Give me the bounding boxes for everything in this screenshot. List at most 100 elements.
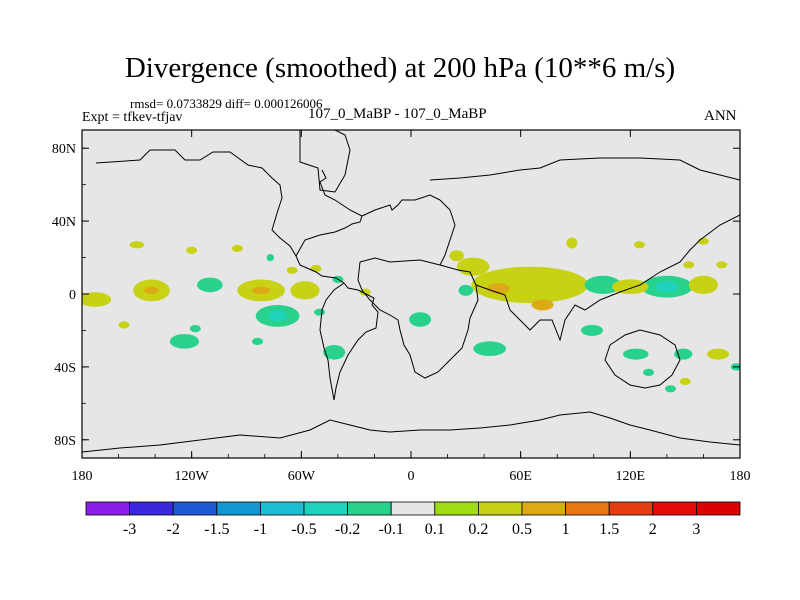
chart-title: Divergence (smoothed) at 200 hPa (10**6 … — [124, 52, 676, 84]
contour-patch — [323, 345, 346, 360]
coastline-europe — [361, 194, 441, 217]
x-tick-label: 180 — [72, 469, 93, 484]
contour-patch — [581, 324, 603, 336]
contour-patch — [449, 250, 465, 262]
contour-patch — [707, 348, 730, 360]
colorbar-swatch — [521, 501, 566, 516]
y-tick-label: 40N — [52, 215, 76, 230]
contour-patch — [266, 254, 274, 262]
contour-patch — [186, 246, 198, 254]
contour-patch — [252, 337, 263, 345]
contour-patch — [286, 266, 298, 274]
axes-layer: 180 120W 60W 0 60E 120E 180 80N 40N 0 40S 80S — [52, 130, 751, 484]
contour-patch — [169, 334, 199, 349]
contour-patch — [634, 241, 645, 249]
contour-patch — [231, 244, 243, 252]
coastline-middle-east — [439, 199, 456, 266]
contour-patch — [665, 385, 676, 393]
coastline-greenland — [299, 130, 351, 193]
colorbar-label: -0.1 — [379, 521, 404, 538]
contour-patch — [314, 308, 326, 316]
experiment-label: Expt = tfkev-tfjav — [82, 110, 183, 125]
x-tick-label: 180 — [730, 469, 751, 484]
coastline-asia-south — [475, 214, 740, 342]
coastline-layer — [82, 130, 740, 453]
y-tick-label: 0 — [69, 288, 76, 303]
contour-patch — [129, 241, 145, 249]
x-tick-label: 120W — [175, 469, 210, 484]
colorbar-label: -1.5 — [204, 521, 229, 538]
colorbar-label: 0.5 — [512, 521, 532, 538]
x-tick-label: 60W — [288, 469, 316, 484]
colorbar-swatch — [259, 501, 305, 516]
contour-patch — [487, 283, 510, 294]
contour-patch — [688, 275, 719, 294]
contour-patch — [612, 279, 649, 295]
colorbar: -3 -2 -1.5 -1 -0.5 -0.2 -0.1 0.1 0.2 0.5 1 1.5 2 3 — [85, 501, 741, 538]
contour-patch — [268, 310, 287, 322]
colorbar-swatch — [608, 501, 654, 516]
contour-patch — [623, 348, 649, 360]
season-label: ANN — [704, 108, 737, 124]
colorbar-label: -3 — [123, 521, 136, 538]
coastline-antarctica — [82, 411, 740, 453]
plot-background — [82, 130, 740, 458]
contour-patch — [643, 368, 655, 376]
contour-patch — [531, 299, 554, 311]
contour-patch — [716, 261, 728, 269]
contour-fill-layer — [82, 237, 740, 393]
contour-patch — [118, 321, 130, 329]
y-tick-label: 80N — [52, 142, 76, 157]
y-tick-label: 80S — [54, 434, 76, 449]
colorbar-label: -2 — [167, 521, 180, 538]
colorbar-swatch — [216, 501, 261, 516]
contour-patch — [409, 312, 432, 327]
coastline-north-america — [95, 149, 345, 284]
x-tick-label: 0 — [408, 469, 415, 484]
contour-patch — [473, 341, 506, 357]
colorbar-label: 1.5 — [599, 521, 619, 538]
contour-patch — [252, 286, 271, 294]
coastline-australia — [604, 329, 681, 389]
contour-patch — [679, 377, 691, 386]
colorbar-swatch — [434, 501, 479, 516]
contour-patch — [655, 281, 678, 293]
coastline-africa — [357, 257, 479, 379]
colorbar-swatch — [390, 501, 436, 516]
contour-patch — [189, 325, 201, 333]
contour-patch — [584, 275, 622, 294]
colorbar-swatch — [347, 501, 392, 516]
colorbar-label: 1 — [562, 521, 570, 538]
contour-patch — [471, 266, 589, 304]
contour-patch — [456, 257, 490, 276]
colorbar-swatch — [172, 501, 218, 516]
coastline-north-america-east — [295, 169, 363, 257]
colorbar-swatch — [477, 501, 523, 516]
contour-patch — [566, 237, 578, 249]
rmsd-diff-stats: rmsd= 0.0733829 diff= 0.000126006 — [130, 96, 323, 111]
case-names: 107_0_MaBP - 107_0_MaBP — [308, 106, 487, 122]
colorbar-swatch — [85, 501, 130, 516]
x-tick-label: 120E — [616, 469, 646, 484]
contour-patch — [197, 277, 223, 293]
colorbar-label: 3 — [692, 521, 700, 538]
colorbar-swatch — [652, 501, 697, 516]
colorbar-label: -0.5 — [291, 521, 316, 538]
colorbar-label: 0.2 — [468, 521, 488, 538]
contour-patch — [458, 284, 474, 296]
colorbar-label: 0.1 — [425, 521, 445, 538]
contour-patch — [82, 292, 112, 307]
contour-patch — [144, 286, 159, 294]
colorbar-label: -1 — [254, 521, 267, 538]
contour-patch — [683, 261, 695, 269]
colorbar-swatch — [565, 501, 610, 516]
colorbar-label: 2 — [649, 521, 657, 538]
contour-patch — [310, 264, 322, 273]
colorbar-swatch — [696, 501, 741, 516]
colorbar-swatch — [303, 501, 348, 516]
contour-patch — [697, 237, 709, 245]
colorbar-swatch — [129, 501, 174, 516]
contour-patch — [290, 281, 320, 300]
colorbar-label: -0.2 — [335, 521, 360, 538]
